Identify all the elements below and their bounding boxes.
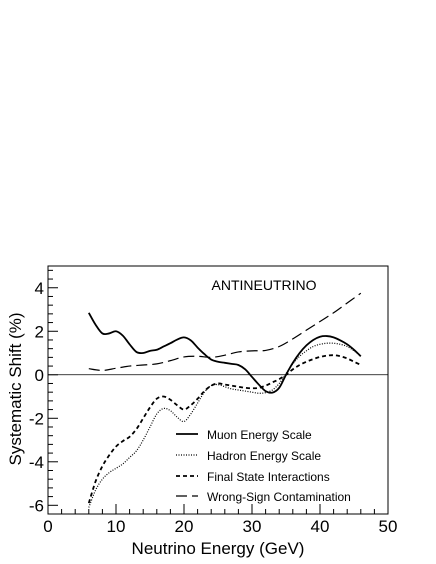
- x-axis-label: Neutrino Energy (GeV): [132, 539, 305, 558]
- series-line-4: [88, 292, 362, 372]
- y-axis-label: Systematic Shift (%): [6, 312, 25, 465]
- plot-border: [47, 265, 389, 515]
- y-tick-label: -2: [29, 409, 44, 428]
- y-tick-label: 2: [35, 322, 44, 341]
- y-tick-label: -4: [29, 453, 44, 472]
- series-line-3: [87, 354, 362, 504]
- y-tick-label: 0: [35, 366, 44, 385]
- plot-frame: [47, 265, 389, 515]
- series-layer: [87, 292, 362, 508]
- legend-label: Muon Energy Scale: [207, 428, 312, 442]
- x-tick-label: 10: [107, 517, 126, 536]
- series-line-2: [88, 342, 362, 508]
- y-tick-label: -6: [29, 496, 44, 515]
- x-tick-label: 40: [311, 517, 330, 536]
- ticks-layer: 0 10 20 30 40 50 -6 -4 -2 0 2 4: [29, 269, 398, 536]
- y-tick-label: 4: [35, 279, 44, 298]
- legend-label: Final State Interactions: [207, 470, 330, 484]
- legend-label: Wrong-Sign Contamination: [207, 490, 351, 504]
- x-tick-label: 30: [243, 517, 262, 536]
- x-tick-label: 0: [43, 517, 52, 536]
- x-tick-label: 50: [379, 517, 398, 536]
- x-tick-label: 20: [175, 517, 194, 536]
- series-line-1: [88, 312, 362, 394]
- chart-title: ANTINEUTRINO: [212, 277, 317, 293]
- legend: Muon Energy Scale Hadron Energy Scale Fina…: [176, 428, 351, 504]
- legend-label: Hadron Energy Scale: [207, 449, 321, 463]
